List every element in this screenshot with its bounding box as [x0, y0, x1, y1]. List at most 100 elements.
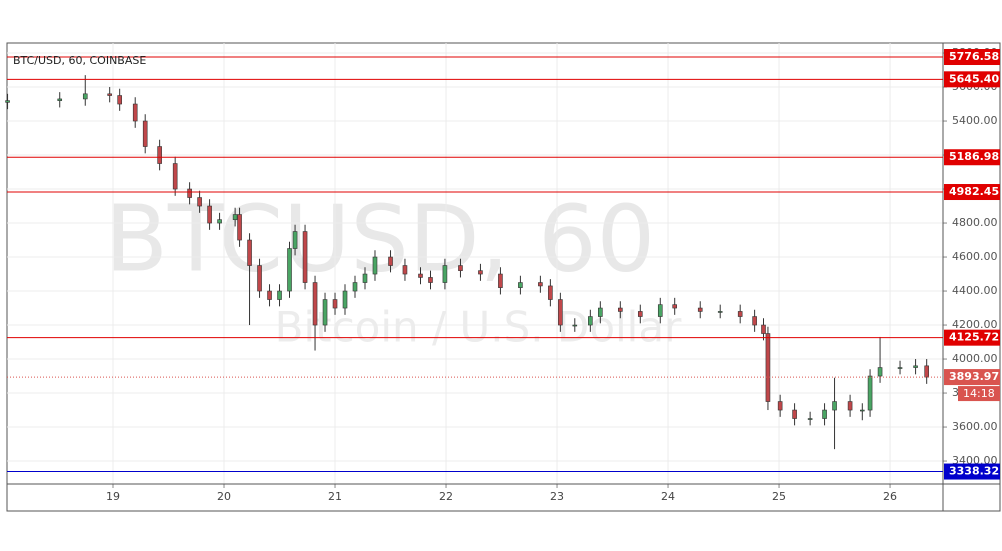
candle-body	[924, 365, 929, 378]
candle-body	[588, 316, 593, 326]
level-label-box	[944, 149, 1000, 166]
y-tick-label: 4200.00	[952, 318, 998, 331]
candle-body	[132, 103, 138, 122]
candle-body	[548, 285, 553, 300]
candle-body	[372, 256, 378, 275]
candle-body	[352, 282, 358, 292]
candle-body	[217, 219, 222, 224]
candle-body	[402, 265, 408, 275]
y-tick-label: 4400.00	[952, 284, 998, 297]
candle-body	[618, 307, 623, 312]
level-label-box	[944, 329, 1000, 346]
candle-body	[362, 273, 368, 283]
candle-body	[232, 214, 238, 220]
level-label-box	[944, 463, 1000, 480]
candle-body	[897, 367, 903, 369]
candle-body	[672, 304, 677, 309]
candle-body	[257, 265, 262, 292]
x-tick-label: 22	[439, 490, 453, 503]
candle-body	[558, 299, 563, 326]
candle-body	[117, 95, 122, 105]
candle-body	[697, 307, 703, 312]
candle-body	[142, 120, 148, 147]
candle-body	[277, 290, 282, 300]
candle-body	[292, 231, 298, 249]
countdown-box	[958, 386, 1000, 402]
candle-body	[822, 409, 827, 419]
last-price-label: 3893.97	[949, 370, 999, 383]
candle-body	[442, 265, 448, 283]
candle-body	[832, 401, 837, 411]
candle-body	[418, 273, 423, 278]
candle-body	[847, 401, 853, 411]
candle-body	[518, 282, 523, 288]
candle-body	[322, 299, 328, 326]
countdown: 14:18	[963, 387, 995, 400]
y-tick-label: 4600.00	[952, 250, 998, 263]
x-tick-label: 21	[328, 490, 342, 503]
candle-body	[332, 299, 338, 309]
candle-body	[877, 367, 883, 377]
x-tick-label: 24	[661, 490, 675, 503]
candle-body	[342, 290, 348, 309]
candle-body	[247, 239, 252, 266]
candle-body	[765, 333, 771, 402]
x-tick-label: 25	[772, 490, 786, 503]
candle-body	[302, 231, 308, 283]
candle-body	[572, 324, 578, 327]
candle-body	[107, 93, 112, 96]
candle-body	[172, 163, 178, 190]
candle-body	[761, 324, 766, 334]
candle-body	[187, 188, 192, 198]
y-tick-label: 4800.00	[952, 216, 998, 229]
candle-body	[207, 205, 212, 224]
x-tick-label: 23	[550, 490, 564, 503]
candle-body	[478, 270, 483, 275]
level-label: 5776.58	[949, 50, 999, 63]
level-label-box	[944, 184, 1000, 201]
last-price-box	[944, 369, 1000, 386]
candle-body	[5, 100, 10, 103]
candle-body	[82, 93, 88, 100]
y-tick-label: 3600.00	[952, 420, 998, 433]
candle-body	[737, 311, 743, 317]
level-label: 3338.32	[949, 465, 999, 478]
level-label: 4982.45	[949, 185, 999, 198]
candle-body	[859, 409, 865, 412]
candle-body	[807, 418, 813, 420]
watermark-subtitle: Bitcoin / U.S. Dollar	[275, 303, 682, 352]
chart-title: BTC/USD, 60, COINBASE	[13, 54, 146, 67]
watermark: BTCUSD, 60	[105, 185, 655, 292]
candle-body	[458, 265, 463, 271]
level-label-box	[944, 71, 1000, 88]
candle-body	[598, 307, 603, 317]
candle-body	[498, 273, 503, 288]
y-tick-label: 5400.00	[952, 114, 998, 127]
candle-body	[287, 248, 292, 292]
candle-body	[57, 98, 63, 101]
candle-body	[752, 316, 757, 326]
candle-body	[657, 304, 663, 317]
x-tick-label: 19	[106, 490, 120, 503]
y-tick-label: 4000.00	[952, 352, 998, 365]
candle-body	[777, 401, 783, 411]
level-label: 4125.72	[949, 331, 999, 344]
candle-body	[637, 311, 643, 317]
level-label: 5645.40	[949, 72, 999, 85]
candle-body	[913, 365, 918, 368]
level-label: 5186.98	[949, 150, 999, 163]
candle-body	[312, 282, 318, 326]
candle-body	[428, 277, 433, 283]
level-label-box	[944, 49, 1000, 66]
candle-body	[792, 409, 797, 419]
candle-body	[237, 214, 242, 241]
x-tick-label: 20	[217, 490, 231, 503]
candle-body	[538, 282, 543, 287]
candle-body	[267, 290, 272, 300]
candle-body	[717, 311, 723, 313]
candle-body	[388, 256, 393, 266]
candle-body	[157, 146, 162, 164]
candle-body	[867, 375, 873, 411]
